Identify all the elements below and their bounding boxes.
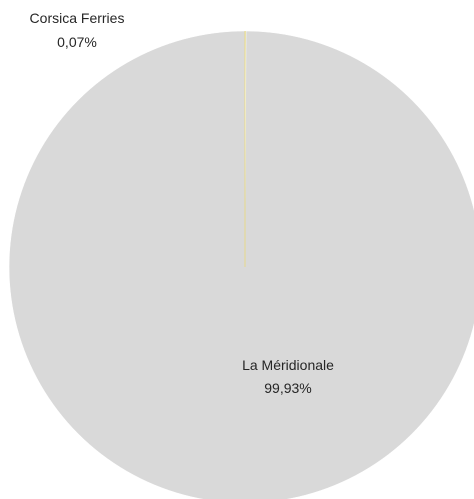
pie-slices: [8, 30, 474, 499]
slice-label-corsica-ferries-name: Corsica Ferries: [30, 10, 125, 26]
pie-labels: Corsica Ferries 0,07% La Méridionale 99,…: [30, 10, 335, 396]
slice-label-corsica-ferries-value: 0,07%: [57, 34, 97, 50]
slice-label-la-meridionale-name: La Méridionale: [242, 357, 334, 373]
pie-slice-la-meridionale: [8, 30, 474, 499]
slice-label-la-meridionale-value: 99,93%: [264, 380, 311, 396]
